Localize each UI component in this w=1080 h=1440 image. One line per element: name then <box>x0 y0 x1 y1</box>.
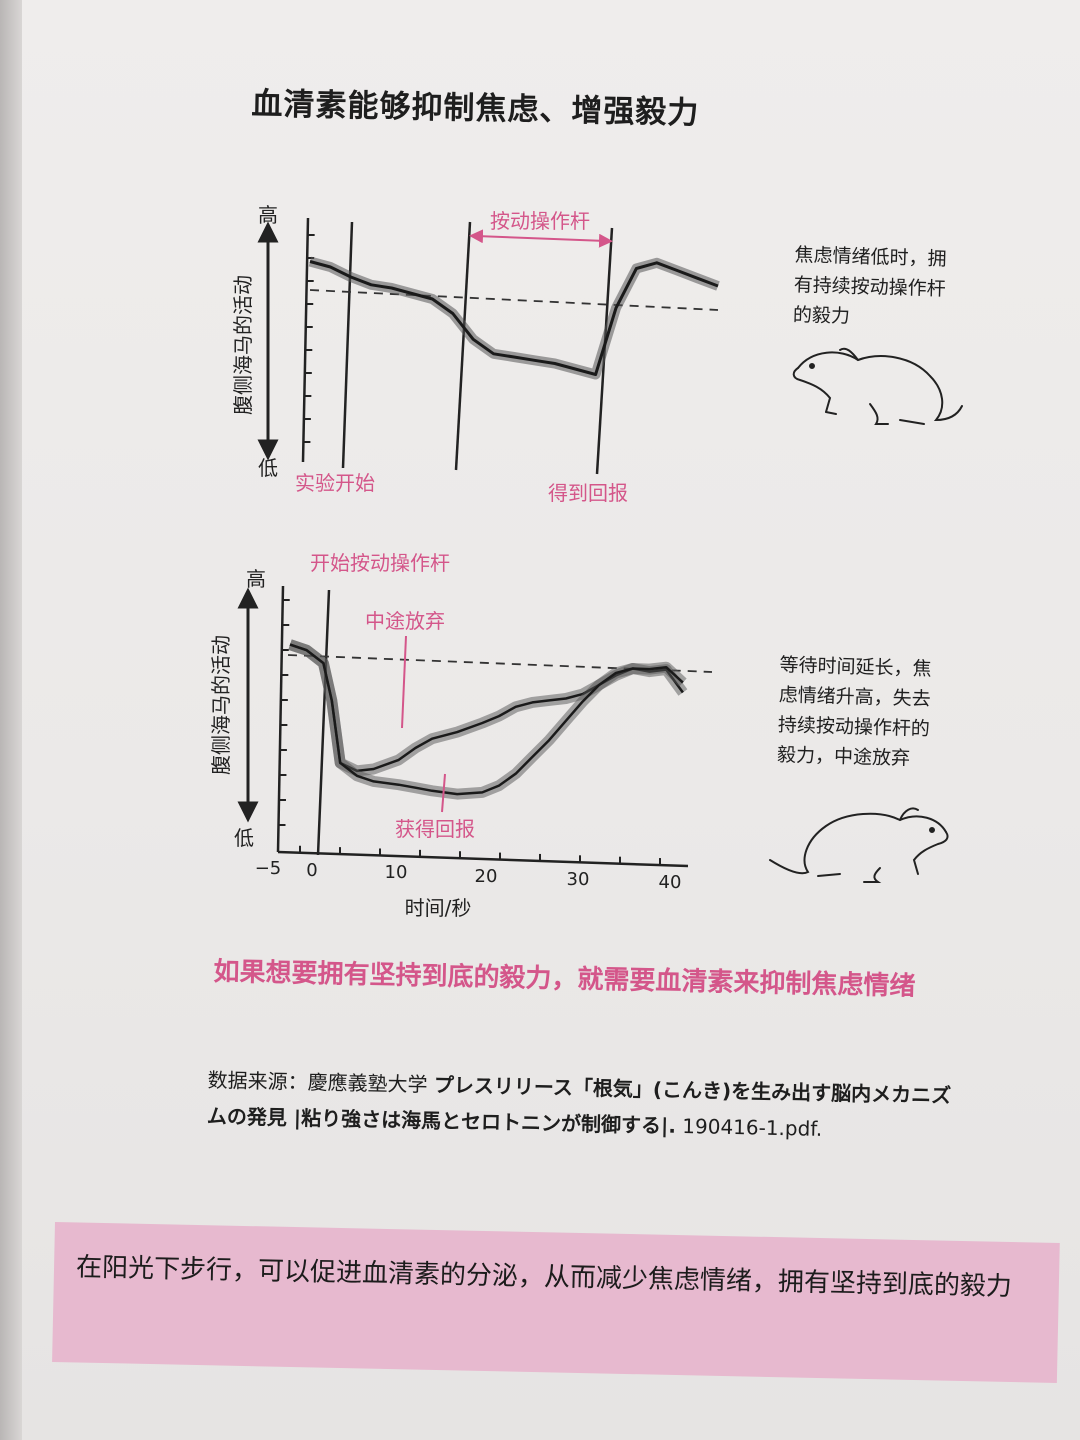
bottom-y-high-label: 高 <box>246 567 266 591</box>
top-start-label: 实验开始 <box>295 471 375 495</box>
x-tick-label: 0 <box>306 860 317 881</box>
top-start-line <box>341 221 354 469</box>
bottom-chart: 开始按动操作杆 高 低 腹侧海马的活动 中途放弃 获得回报 −5 0 10 20… <box>209 551 713 920</box>
bottom-start-line <box>316 589 331 856</box>
reward-trace-line <box>289 643 684 796</box>
x-tick-label: 30 <box>567 869 590 890</box>
mouse-icon-giving-up <box>769 807 949 883</box>
bottom-side-note: 等待时间延长，焦 虑情绪升高，失去 持续按动操作杆的 毅力，中途放弃 <box>777 650 932 774</box>
top-phase-start-line <box>454 221 472 471</box>
bottom-quit-label: 中途放弃 <box>365 609 445 633</box>
x-tick-label: 20 <box>475 866 498 887</box>
bottom-y-low-label: 低 <box>234 826 254 850</box>
note-line: 的毅力 <box>792 303 851 328</box>
note-line: 等待时间延长，焦 <box>779 653 932 681</box>
x-tick-label: 10 <box>385 862 408 883</box>
x-tick-label: 40 <box>659 872 682 893</box>
top-y-axis <box>301 217 310 463</box>
top-y-high-label: 高 <box>258 203 278 227</box>
note-line: 有持续按动操作杆 <box>793 273 947 301</box>
top-phase-arrow <box>469 229 613 248</box>
bottom-y-axis <box>276 585 285 853</box>
summary-text: 在阳光下步行，可以促进血清素的分泌，从而减少焦虑情绪，拥有坚持到底的毅力 <box>75 1252 1013 1303</box>
top-y-axis-label: 腹侧海马的活动 <box>231 275 255 415</box>
note-line: 虑情绪升高，失去 <box>778 683 932 711</box>
top-trace-line <box>309 260 719 376</box>
x-tick-label: −5 <box>255 858 282 879</box>
reward-pointer <box>441 773 446 813</box>
top-y-low-label: 低 <box>258 456 278 480</box>
note-line: 持续按动操作杆的 <box>777 713 931 741</box>
mouse-icon-persistent <box>792 347 963 425</box>
note-line: 焦虑情绪低时，拥 <box>794 243 947 271</box>
bottom-start-label: 开始按动操作杆 <box>310 551 450 575</box>
summary-highlight-box: 在阳光下步行，可以促进血清素的分泌，从而减少焦虑情绪，拥有坚持到底的毅力 <box>52 1222 1060 1384</box>
source-prefix: 数据来源：慶應義塾大学 <box>207 1067 428 1097</box>
top-reward-label: 得到回报 <box>548 481 628 505</box>
top-phase-label: 按动操作杆 <box>490 209 590 233</box>
book-spine-edge <box>0 0 22 1440</box>
bottom-axis-ticks <box>278 599 661 866</box>
note-line: 毅力，中途放弃 <box>776 743 911 770</box>
quit-pointer <box>401 635 407 729</box>
top-chart: 高 低 腹侧海马的活动 按动操作杆 实验开始 得到回报 <box>231 203 720 505</box>
source-file: 190416-1.pdf. <box>682 1113 823 1141</box>
bottom-x-axis-label: 时间/秒 <box>405 896 472 920</box>
top-y-ticks <box>303 234 315 443</box>
bottom-reward-label: 获得回报 <box>395 817 475 841</box>
top-baseline <box>309 289 719 311</box>
bottom-y-axis-label: 腹侧海马的活动 <box>209 635 233 775</box>
top-side-note: 焦虑情绪低时，拥 有持续按动操作杆 的毅力 <box>792 240 947 334</box>
